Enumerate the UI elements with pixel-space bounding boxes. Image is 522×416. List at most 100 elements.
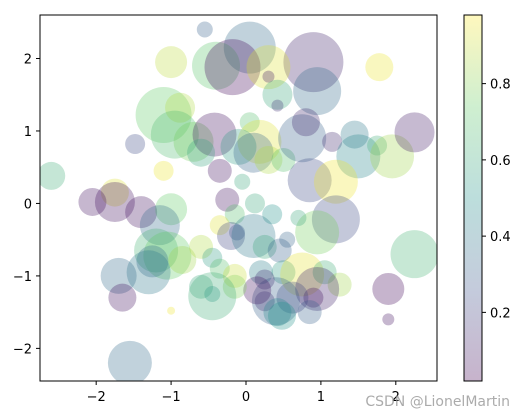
data-point xyxy=(382,313,395,326)
data-point xyxy=(150,110,199,159)
data-point xyxy=(125,196,158,229)
data-point xyxy=(276,281,309,314)
data-point xyxy=(153,160,174,181)
data-point xyxy=(290,209,307,226)
data-point xyxy=(303,287,324,308)
data-point xyxy=(135,87,192,144)
data-point xyxy=(215,187,240,212)
data-point xyxy=(278,114,327,163)
data-point xyxy=(295,266,340,311)
data-point xyxy=(367,135,388,156)
data-point xyxy=(126,250,171,295)
data-point xyxy=(262,70,275,83)
data-point xyxy=(217,222,246,251)
data-point xyxy=(280,252,325,297)
data-point xyxy=(207,158,232,183)
data-point xyxy=(108,283,137,312)
data-point xyxy=(239,112,260,133)
data-point xyxy=(248,260,273,285)
data-point xyxy=(78,187,107,216)
data-point xyxy=(233,132,274,173)
data-point xyxy=(220,128,257,165)
data-point xyxy=(94,181,135,222)
data-point xyxy=(293,67,342,116)
data-point xyxy=(134,228,179,273)
data-point xyxy=(390,230,437,279)
data-point xyxy=(313,159,358,204)
data-point xyxy=(246,45,291,90)
data-point xyxy=(252,234,277,259)
data-point xyxy=(254,145,283,174)
data-point xyxy=(188,272,237,321)
data-point xyxy=(40,161,66,190)
data-point xyxy=(254,291,275,312)
data-point xyxy=(167,306,176,315)
points-layer xyxy=(40,21,437,381)
data-point xyxy=(312,260,337,285)
data-point xyxy=(291,108,320,137)
data-point xyxy=(336,134,381,179)
data-point xyxy=(196,21,213,38)
x-tick-label: 0 xyxy=(242,390,250,405)
y-tick-label: −2 xyxy=(13,342,32,357)
data-point xyxy=(173,121,214,162)
data-point xyxy=(263,298,292,327)
data-point xyxy=(271,147,296,172)
data-point xyxy=(209,215,230,236)
data-point xyxy=(222,263,247,288)
data-point xyxy=(244,193,265,214)
x-tick-label: 1 xyxy=(317,390,325,405)
data-point xyxy=(271,99,284,112)
x-tick-label: 2 xyxy=(392,390,400,405)
data-point xyxy=(204,39,261,96)
data-point xyxy=(204,286,221,303)
data-point xyxy=(262,204,283,225)
data-point xyxy=(267,238,292,263)
plot-frame xyxy=(39,14,438,382)
data-point xyxy=(243,276,272,305)
data-point xyxy=(370,134,415,179)
colorbar-axis: 0.2 0.4 0.6 0.8 xyxy=(482,78,511,321)
colorbar-tick-label: 0.2 xyxy=(490,306,511,321)
data-point xyxy=(165,92,196,123)
data-point xyxy=(234,173,251,190)
y-tick-label: −1 xyxy=(13,270,32,285)
data-point xyxy=(297,300,322,325)
y-tick-label: 0 xyxy=(24,197,32,212)
data-point xyxy=(155,46,188,79)
data-point xyxy=(251,277,300,326)
data-point xyxy=(136,245,169,278)
data-point xyxy=(311,195,360,244)
x-tick-label: −1 xyxy=(161,390,180,405)
data-point xyxy=(283,32,344,93)
x-tick-label: −2 xyxy=(87,390,106,405)
data-point xyxy=(192,41,241,90)
data-point xyxy=(237,119,282,164)
data-point xyxy=(262,79,293,110)
data-point xyxy=(125,134,146,155)
y-tick-label: 1 xyxy=(24,125,32,140)
data-point xyxy=(189,234,214,259)
data-point xyxy=(372,272,405,305)
data-point xyxy=(187,138,216,167)
data-point xyxy=(231,214,276,259)
colorbar-tick-label: 0.8 xyxy=(490,78,511,93)
data-point xyxy=(143,231,192,280)
data-point xyxy=(139,205,180,246)
data-point xyxy=(271,260,296,285)
data-point xyxy=(229,224,246,241)
colorbar-tick-label: 0.4 xyxy=(490,230,511,245)
data-point xyxy=(394,112,435,153)
data-point xyxy=(107,340,152,381)
data-point xyxy=(327,272,352,297)
data-point xyxy=(340,120,369,149)
colorbar xyxy=(464,15,482,381)
watermark: CSDN @LionelMartin xyxy=(365,394,510,410)
colorbar-tick-label: 0.6 xyxy=(490,154,511,169)
data-point xyxy=(223,21,276,74)
data-point xyxy=(202,247,223,268)
plot-area xyxy=(40,15,437,381)
y-tick-label: 2 xyxy=(24,52,32,67)
data-point xyxy=(209,258,230,279)
data-point xyxy=(224,204,245,225)
